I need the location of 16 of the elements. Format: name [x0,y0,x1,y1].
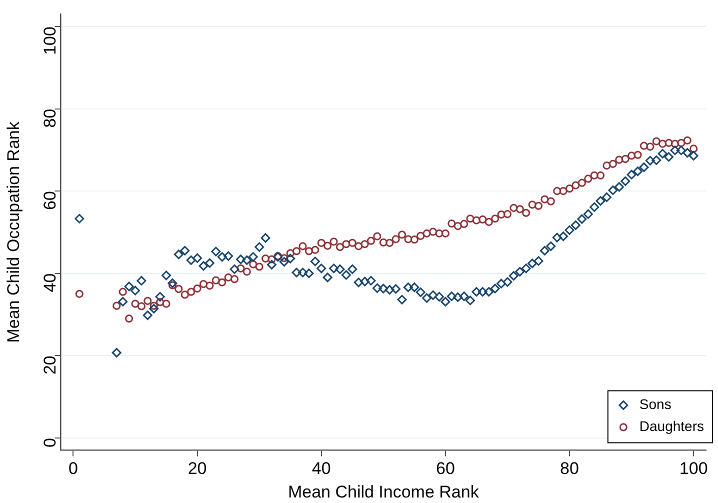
y-tick-label: 20 [40,356,60,375]
y-tick-label: 40 [40,273,60,292]
x-tick-label: 0 [68,459,78,478]
x-axis-title: Mean Child Income Rank [288,482,480,502]
legend-label: Daughters [639,418,704,434]
y-tick-label: 60 [40,191,60,210]
x-tick-label: 80 [560,459,579,478]
y-tick-label: 0 [40,438,60,448]
y-axis-title: Mean Child Occupation Rank [4,121,23,343]
y-tick-label: 80 [40,108,60,128]
x-tick-label: 20 [188,459,207,478]
y-tick-label: 100 [40,26,60,55]
x-tick-label: 60 [436,459,455,478]
x-tick-label: 100 [679,459,708,478]
x-tick-label: 40 [312,459,331,478]
legend-label: Sons [639,396,672,412]
